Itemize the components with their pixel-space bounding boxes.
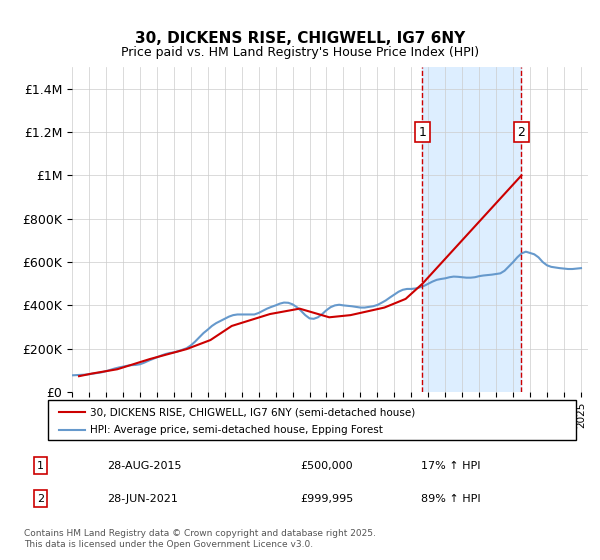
Text: 30, DICKENS RISE, CHIGWELL, IG7 6NY: 30, DICKENS RISE, CHIGWELL, IG7 6NY	[135, 31, 465, 46]
Text: 2: 2	[37, 494, 44, 504]
Text: 30, DICKENS RISE, CHIGWELL, IG7 6NY (semi-detached house): 30, DICKENS RISE, CHIGWELL, IG7 6NY (sem…	[90, 407, 415, 417]
Text: £500,000: £500,000	[300, 460, 353, 470]
FancyBboxPatch shape	[48, 400, 576, 440]
Text: £999,995: £999,995	[300, 494, 353, 504]
Text: HPI: Average price, semi-detached house, Epping Forest: HPI: Average price, semi-detached house,…	[90, 425, 383, 435]
Text: 1: 1	[418, 125, 427, 139]
Text: 89% ↑ HPI: 89% ↑ HPI	[421, 494, 481, 504]
Text: Contains HM Land Registry data © Crown copyright and database right 2025.
This d: Contains HM Land Registry data © Crown c…	[24, 529, 376, 549]
Text: 28-JUN-2021: 28-JUN-2021	[107, 494, 178, 504]
Text: 17% ↑ HPI: 17% ↑ HPI	[421, 460, 481, 470]
Text: 1: 1	[37, 460, 44, 470]
Text: 28-AUG-2015: 28-AUG-2015	[107, 460, 181, 470]
Bar	[422, 67, 521, 392]
Text: Price paid vs. HM Land Registry's House Price Index (HPI): Price paid vs. HM Land Registry's House …	[121, 46, 479, 59]
Text: 2: 2	[517, 125, 526, 139]
